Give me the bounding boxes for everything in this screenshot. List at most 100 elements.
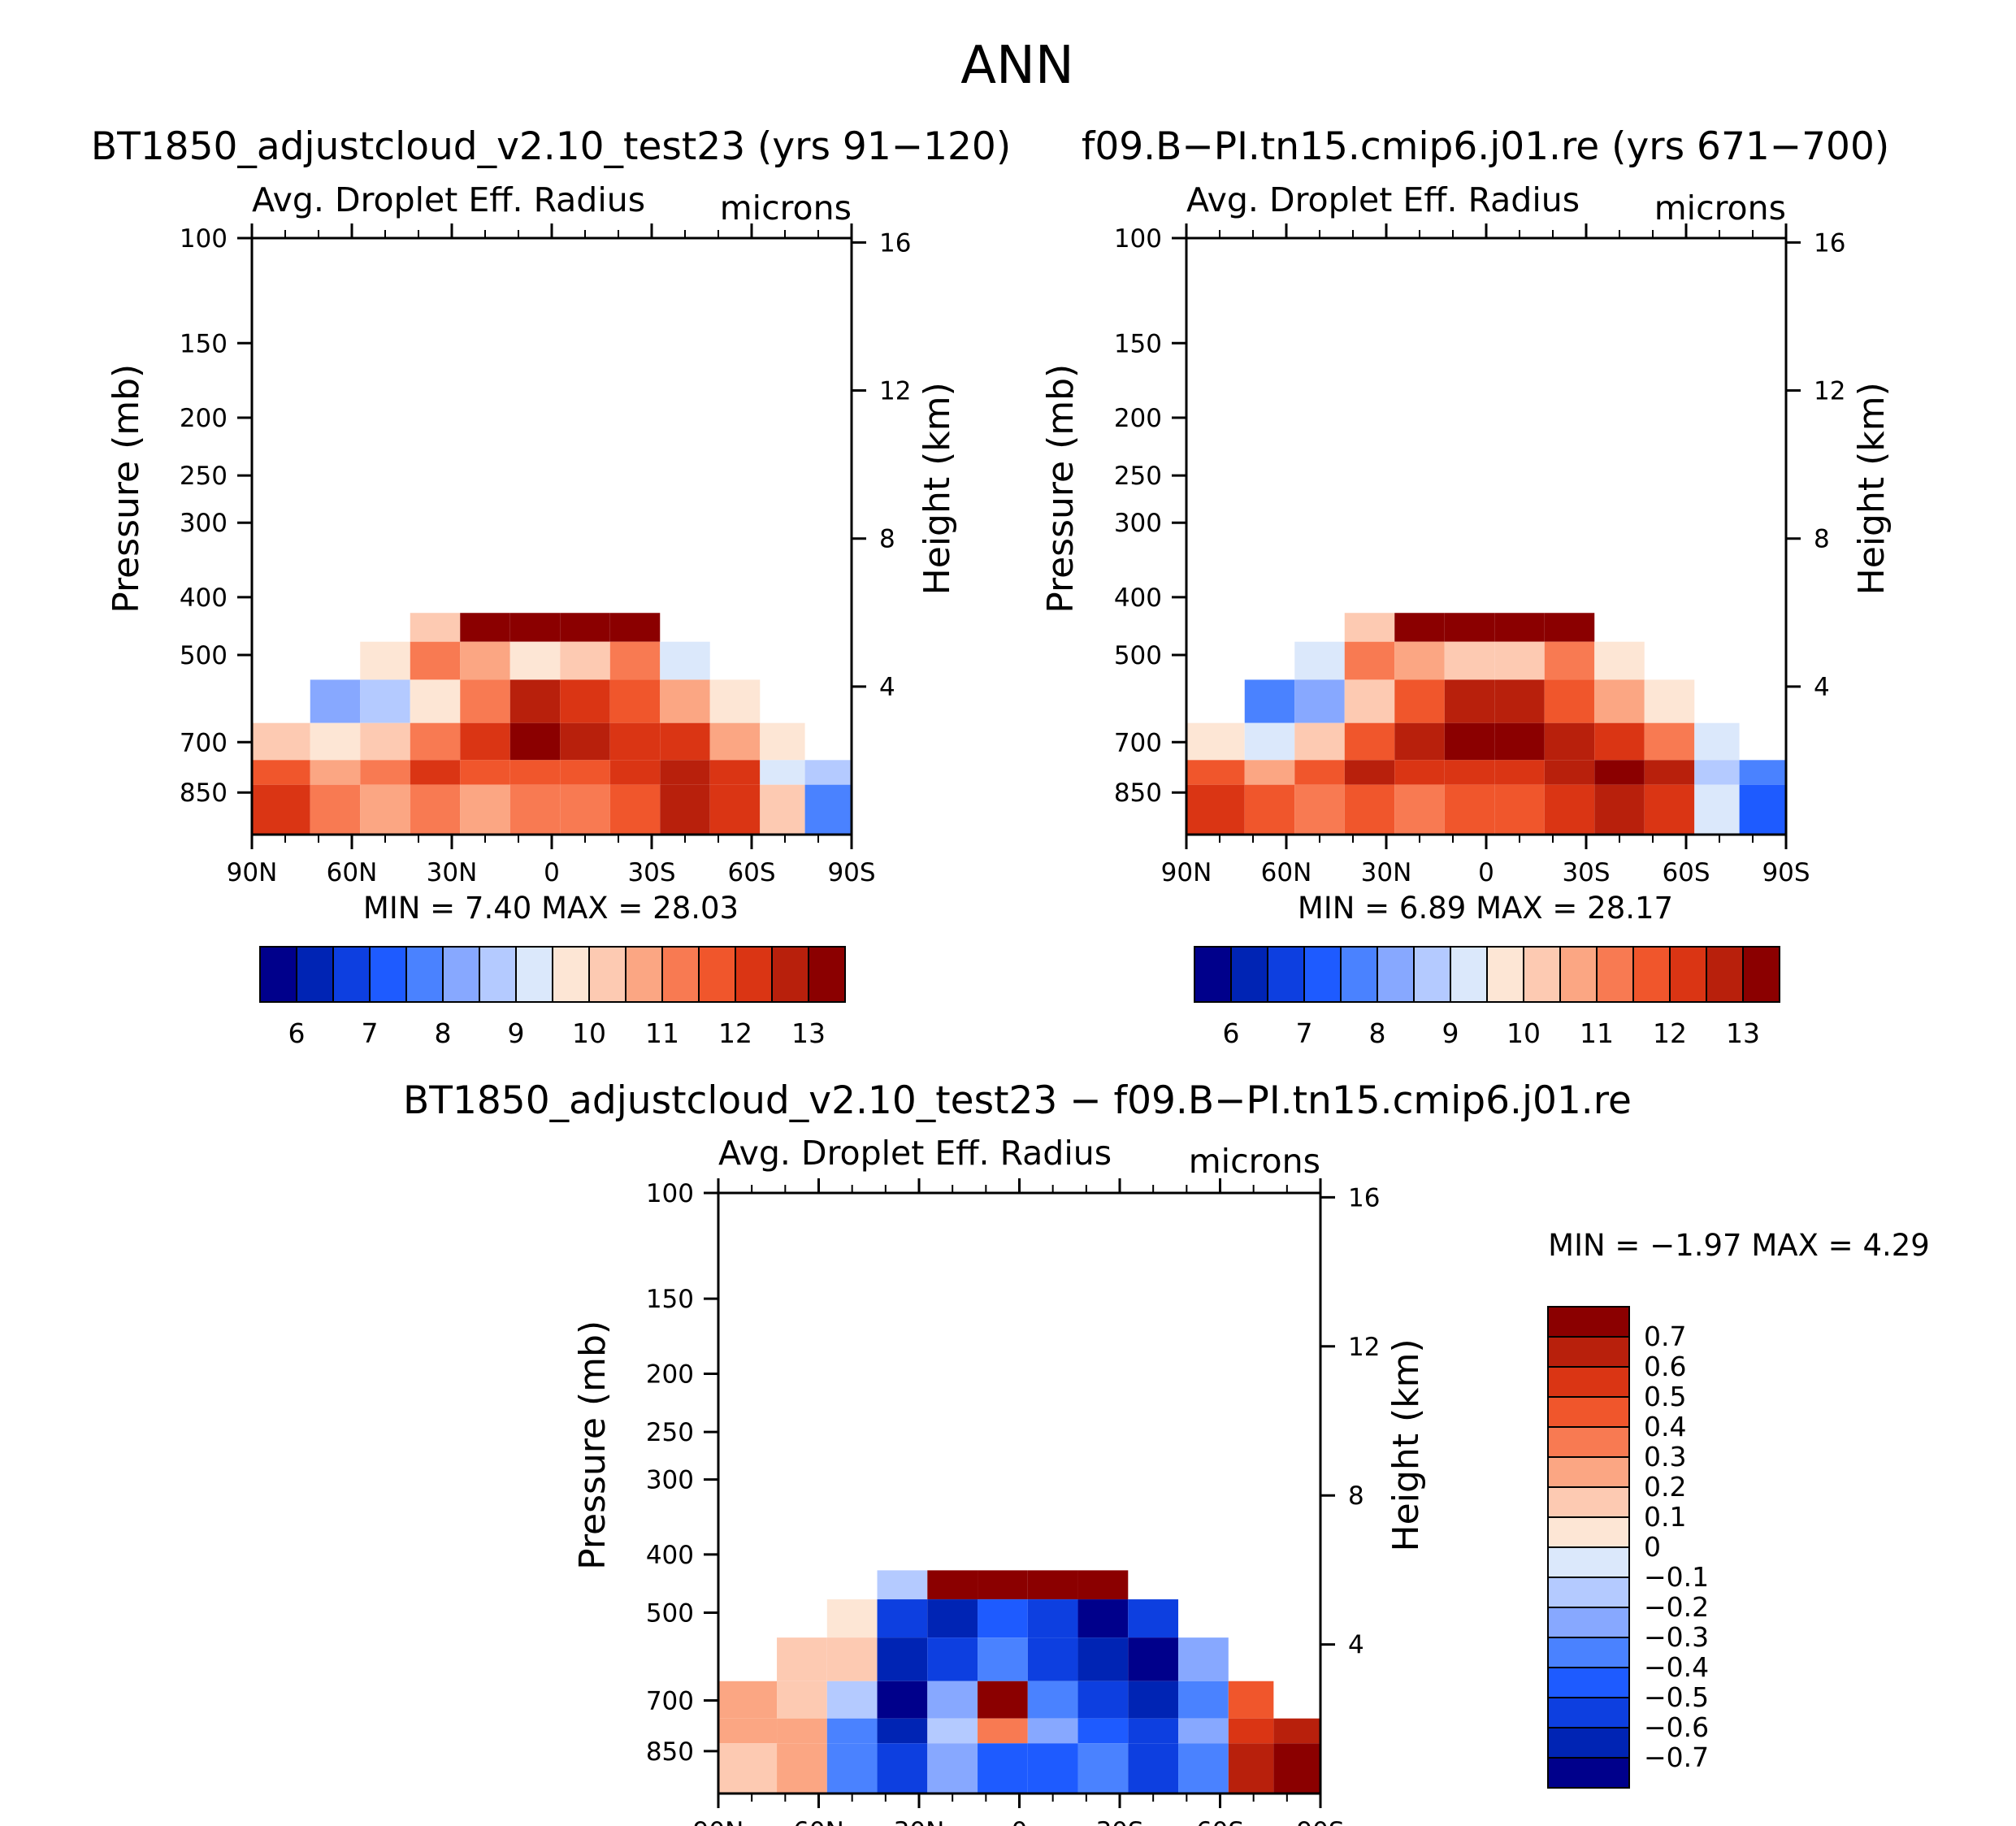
field-cell [1186, 722, 1245, 761]
colorbar-tick-label: −0.3 [1644, 1621, 1709, 1653]
field-cell [718, 1743, 778, 1793]
colorbar-swatch [442, 946, 480, 1003]
colorbar-swatch [1547, 1757, 1630, 1789]
field-cell [1027, 1570, 1078, 1600]
field-cell [978, 1718, 1028, 1744]
colorbar-swatch [625, 946, 663, 1003]
colorbar-tick-label: 6 [288, 1017, 306, 1049]
y-axis-label: Pressure (mb) [572, 1321, 613, 1570]
field-cell [509, 679, 561, 723]
field-cell [1394, 641, 1445, 680]
panel-title: f09.B−PI.tn15.cmip6.j01.re (yrs 671−700) [1082, 124, 1889, 169]
colorbar-tick-label: 0.1 [1644, 1501, 1686, 1533]
pressure-tick-label: 850 [180, 779, 228, 808]
field-cell [1178, 1681, 1229, 1719]
field-cell [927, 1570, 978, 1600]
field-cell [410, 760, 461, 785]
lat-tick-label: 30S [1562, 858, 1610, 887]
colorbar-swatch [1340, 946, 1378, 1003]
field-cell [410, 722, 461, 761]
field-cell [509, 613, 561, 642]
pressure-tick-label: 100 [646, 1179, 694, 1208]
field-cell [877, 1637, 928, 1681]
pressure-tick-label: 700 [180, 728, 228, 757]
field-cell [877, 1718, 928, 1744]
field-cell [1594, 760, 1645, 785]
y-axis-label-right: Height (km) [1851, 382, 1892, 595]
field-cell [509, 641, 561, 680]
field-cell [877, 1570, 928, 1600]
panel-reference-case: f09.B−PI.tn15.cmip6.j01.re (yrs 671−700)… [1040, 124, 1892, 1049]
field-cell [1444, 784, 1495, 835]
colorbar-swatch [1523, 946, 1561, 1003]
min-max-readout: MIN = −1.97 MAX = 4.29 [1548, 1228, 1930, 1263]
field-cell [410, 679, 461, 723]
field-cell [1273, 1743, 1320, 1793]
field-cell [1077, 1570, 1129, 1600]
colorbar-swatch [1450, 946, 1488, 1003]
field-cell [978, 1681, 1028, 1719]
y-axis-label-right: Height (km) [1385, 1338, 1427, 1551]
height-tick-label: 12 [1814, 377, 1845, 406]
height-tick-label: 8 [1814, 525, 1830, 554]
field-cell [360, 679, 410, 723]
field-cell [927, 1718, 978, 1744]
colorbar-swatch [1547, 1456, 1630, 1488]
field-cell [360, 784, 410, 835]
lat-tick-label: 60S [1662, 858, 1710, 887]
field-cell [1394, 784, 1445, 835]
field-cell [1544, 679, 1595, 723]
colorbar-tick-label: 13 [1726, 1017, 1760, 1049]
field-cell [560, 641, 610, 680]
field-cell [1394, 613, 1445, 642]
field-cell [560, 722, 610, 761]
colorbar-swatch [1486, 946, 1524, 1003]
field-cell [609, 613, 661, 642]
colorbar-tick-label: −0.2 [1644, 1591, 1709, 1623]
colorbar-tick-label: 11 [645, 1017, 679, 1049]
field-cell [1077, 1599, 1129, 1638]
field-cell [826, 1599, 878, 1638]
colorbar-swatch [1547, 1366, 1630, 1398]
colorbar-tick-label: 0.3 [1644, 1441, 1686, 1473]
panel-control-case: BT1850_adjustcloud_v2.10_test23 (yrs 91−… [91, 124, 1011, 1049]
colorbar-tick-label: 8 [1369, 1017, 1386, 1049]
field-cell [460, 722, 510, 761]
field-cell [1344, 722, 1395, 761]
field-cells [252, 613, 852, 835]
field-cell [1394, 760, 1445, 785]
lat-tick-label: 60N [1261, 858, 1312, 887]
field-cell [927, 1637, 978, 1681]
field-cell [609, 722, 661, 761]
field-cell [410, 641, 461, 680]
colorbar-swatch [1547, 1486, 1630, 1518]
field-cell [760, 784, 805, 835]
field-cell [310, 760, 361, 785]
colorbar-tick-label: −0.5 [1644, 1681, 1709, 1713]
field-cell [1027, 1743, 1078, 1793]
pressure-tick-label: 100 [1114, 224, 1162, 254]
field-cell [1644, 760, 1695, 785]
colorbar-swatch [1267, 946, 1305, 1003]
field-cell [1077, 1637, 1129, 1681]
field-cell [252, 722, 310, 761]
field-cell [877, 1599, 928, 1638]
pressure-tick-label: 250 [180, 462, 228, 491]
colorbar-tick-label: 8 [435, 1017, 452, 1049]
pressure-tick-label: 150 [180, 329, 228, 358]
field-cell [360, 722, 410, 761]
field-cell [1077, 1718, 1129, 1744]
field-cell [804, 760, 852, 785]
field-cell [978, 1743, 1028, 1793]
min-max-readout: MIN = 6.89 MAX = 28.17 [1298, 891, 1673, 926]
field-cell [1344, 679, 1395, 723]
colorbar-swatch [1547, 1396, 1630, 1428]
field-cell [1128, 1681, 1179, 1719]
field-cell [1186, 760, 1245, 785]
colorbar-swatch [369, 946, 407, 1003]
field-cell [1273, 1718, 1320, 1744]
colorbar-tick-label: 10 [572, 1017, 606, 1049]
field-cell [609, 641, 661, 680]
field-cell [777, 1637, 827, 1681]
field-cell [1544, 784, 1595, 835]
